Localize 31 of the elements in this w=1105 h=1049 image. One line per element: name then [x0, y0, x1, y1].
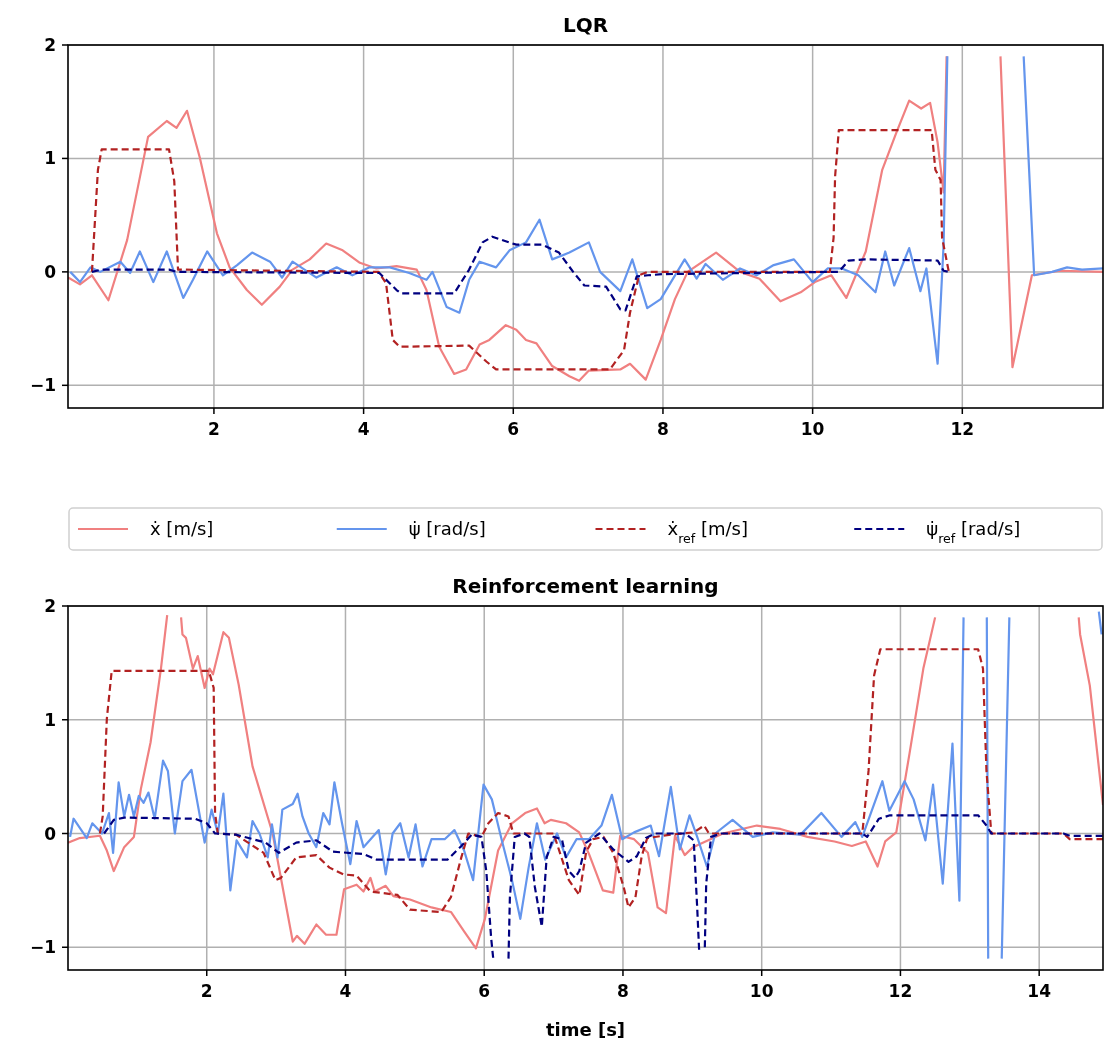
- legend-label: ψ̇ [rad/s]: [408, 518, 486, 539]
- x-tick-label: 8: [617, 981, 629, 1001]
- x-tick-label: 2: [208, 419, 220, 439]
- x-tick-label: 4: [357, 419, 370, 439]
- y-tick-label: −1: [29, 375, 56, 396]
- y-tick-label: 1: [44, 148, 56, 169]
- legend-label: ψ̇$_{ref}$ [rad/s]: [926, 518, 1021, 546]
- x-tick-label: 14: [1027, 981, 1052, 1001]
- x-tick-label: 8: [657, 419, 669, 439]
- x-tick-label: 6: [507, 419, 520, 439]
- legend-label: ẋ$_{ref}$ [m/s]: [667, 518, 748, 546]
- x-tick-label: 12: [888, 981, 913, 1001]
- x-tick-label: 4: [339, 981, 352, 1001]
- y-tick-label: 2: [44, 35, 56, 55]
- x-tick-label: 2: [200, 981, 213, 1001]
- y-tick-label: 2: [44, 596, 56, 616]
- y-tick-label: 0: [44, 823, 57, 844]
- x-axis-title: time [s]: [545, 1019, 626, 1040]
- x-tick-label: 10: [800, 419, 825, 439]
- x-tick-label: 6: [478, 981, 491, 1001]
- chart-title: LQR: [562, 13, 609, 37]
- x-tick-label: 12: [950, 419, 975, 439]
- line-series: [90, 235, 950, 312]
- line-series: [90, 128, 950, 371]
- legend-label: ẋ [m/s]: [150, 518, 214, 539]
- x-tick-label: 10: [749, 981, 774, 1001]
- y-tick-label: 0: [44, 261, 57, 282]
- chart-title: Reinforcement learning: [452, 574, 719, 598]
- y-tick-label: 1: [44, 709, 56, 730]
- line-series: [98, 648, 1103, 914]
- y-tick-label: −1: [29, 937, 56, 958]
